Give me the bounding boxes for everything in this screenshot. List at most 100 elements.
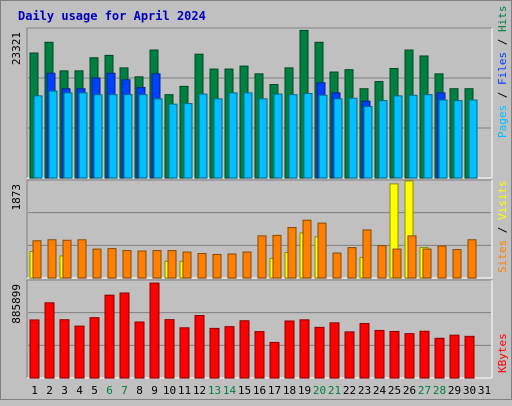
day-label: 31	[478, 384, 491, 397]
bar-sites-day-30	[467, 239, 477, 279]
bar-sites-day-11	[182, 251, 192, 279]
bar-sites-day-15	[242, 251, 252, 279]
bar-kbytes-day-11	[179, 327, 190, 379]
series-sites	[32, 219, 477, 279]
bar-sites-day-7	[122, 250, 132, 279]
day-label: 7	[121, 384, 128, 397]
panel-max-label: 1873	[10, 184, 23, 211]
day-label: 1	[31, 384, 38, 397]
panel-sites-visits: 1873 Sites / Visits	[10, 179, 509, 279]
bar-sites-day-22	[347, 247, 357, 279]
bar-kbytes-day-21	[329, 322, 340, 379]
bar-pages-day-5	[93, 94, 103, 179]
bar-sites-day-23	[362, 229, 372, 279]
bar-pages-day-13	[213, 98, 223, 179]
bar-kbytes-day-18	[284, 320, 295, 379]
bar-kbytes-day-4	[74, 325, 85, 379]
bar-kbytes-day-3	[59, 319, 70, 379]
bar-sites-day-27	[422, 248, 432, 279]
bar-pages-day-22	[348, 97, 358, 179]
day-label: 29	[448, 384, 461, 397]
bar-pages-day-28	[438, 99, 448, 179]
bar-kbytes-day-25	[389, 330, 400, 379]
panel-max-label: 885899	[10, 284, 23, 324]
bar-sites-day-29	[452, 249, 462, 279]
day-label: 26	[403, 384, 416, 397]
bar-pages-day-18	[288, 94, 298, 179]
bar-kbytes-day-29	[449, 334, 460, 379]
bar-sites-day-2	[47, 239, 57, 279]
day-label: 6	[106, 384, 113, 397]
day-label: 27	[418, 384, 431, 397]
bar-pages-day-11	[183, 103, 193, 179]
bar-sites-day-16	[257, 235, 267, 279]
panel-pages-files-hits: 23321 Pages / Files / Hits	[10, 6, 509, 179]
day-label: 5	[91, 384, 98, 397]
bar-sites-day-21	[332, 252, 342, 279]
bar-pages-day-30	[468, 99, 478, 179]
bar-pages-day-10	[168, 103, 178, 179]
bar-sites-day-20	[317, 222, 327, 279]
bar-pages-day-23	[363, 106, 373, 179]
day-label: 24	[373, 384, 387, 397]
panel-kbytes: 885899 KBytes	[10, 279, 509, 379]
bar-kbytes-day-12	[194, 314, 205, 379]
bar-kbytes-day-27	[419, 330, 430, 379]
bar-kbytes-day-14	[224, 326, 235, 379]
day-label: 14	[223, 384, 237, 397]
day-label: 30	[463, 384, 476, 397]
bar-sites-day-8	[137, 250, 147, 279]
bar-kbytes-day-19	[299, 319, 310, 379]
bar-kbytes-day-15	[239, 320, 250, 379]
bar-pages-day-25	[393, 95, 403, 179]
bar-kbytes-day-26	[404, 333, 415, 379]
bar-kbytes-day-23	[359, 323, 370, 379]
bar-kbytes-day-1	[29, 319, 40, 379]
bar-sites-day-18	[287, 227, 297, 279]
chart-title: Daily usage for April 2024	[18, 9, 206, 23]
bar-pages-day-27	[423, 94, 433, 179]
bar-pages-day-26	[408, 94, 418, 179]
panel-max-label: 23321	[10, 32, 23, 65]
day-label: 16	[253, 384, 266, 397]
bar-sites-day-26	[407, 235, 417, 279]
bar-pages-day-1	[33, 95, 43, 179]
bar-kbytes-day-30	[464, 335, 475, 379]
day-label: 22	[343, 384, 356, 397]
day-label: 23	[358, 384, 371, 397]
bar-sites-day-13	[212, 253, 222, 279]
axis-label-part: /	[496, 220, 509, 240]
day-label: 9	[151, 384, 158, 397]
bar-pages-day-14	[228, 92, 238, 179]
axis-label-part: KBytes	[496, 333, 509, 373]
bar-pages-day-17	[273, 93, 283, 179]
bar-kbytes-day-20	[314, 326, 325, 379]
bar-sites-day-25	[392, 248, 402, 279]
bar-kbytes-day-13	[209, 327, 220, 379]
bar-kbytes-day-22	[344, 331, 355, 379]
series-kbytes	[29, 282, 475, 379]
bar-kbytes-day-6	[104, 294, 115, 379]
bar-kbytes-day-17	[269, 341, 280, 379]
axis-label-part: /	[496, 32, 509, 52]
axis-label-part: Visits	[496, 180, 509, 220]
day-label: 8	[136, 384, 143, 397]
bar-kbytes-day-2	[44, 302, 55, 379]
bar-sites-day-3	[62, 239, 72, 279]
bar-sites-day-4	[77, 239, 87, 279]
bar-sites-day-17	[272, 234, 282, 279]
bar-sites-day-14	[227, 253, 237, 279]
bar-sites-day-10	[167, 250, 177, 279]
bar-pages-day-16	[258, 98, 268, 179]
bar-sites-day-28	[437, 245, 447, 279]
bar-kbytes-day-8	[134, 321, 145, 379]
bar-pages-day-3	[63, 92, 73, 179]
day-label: 3	[61, 384, 68, 397]
day-label: 21	[328, 384, 341, 397]
day-label: 10	[163, 384, 176, 397]
bar-pages-day-21	[333, 98, 343, 179]
panel-axis-label: Sites / Visits	[496, 180, 509, 273]
axis-label-part: Pages	[496, 105, 509, 138]
day-label: 11	[178, 384, 191, 397]
